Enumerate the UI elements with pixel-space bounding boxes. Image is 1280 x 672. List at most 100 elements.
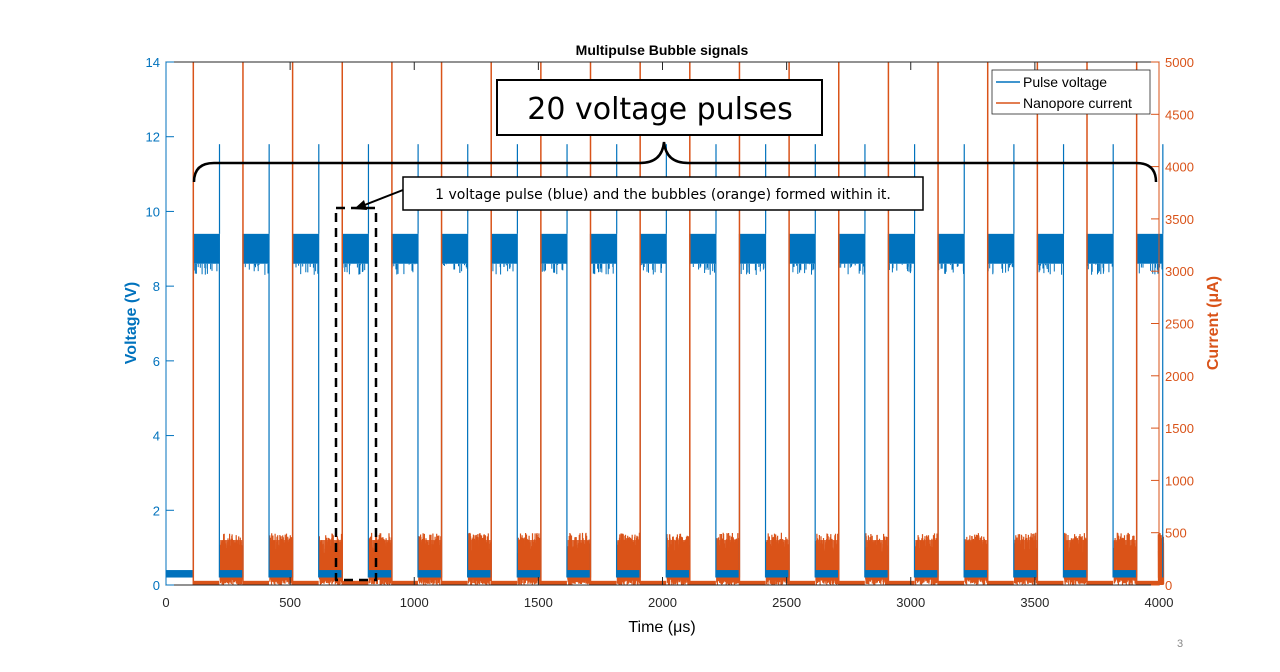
pulse-voltage-noise (1037, 263, 1063, 275)
current-noise-group (914, 533, 938, 586)
current-noise-group (815, 533, 839, 586)
y-right-tick-label: 3500 (1165, 212, 1194, 227)
pulse-voltage-low-band (318, 570, 343, 578)
x-tick-label: 3000 (896, 595, 925, 610)
nanopore-current-base (1087, 580, 1114, 585)
pulse-voltage-low-band (467, 570, 492, 578)
nanopore-current-band (269, 540, 292, 580)
highlight-dashed-box (334, 206, 378, 582)
nanopore-current-base (590, 580, 617, 585)
nanopore-current-band (915, 540, 938, 580)
nanopore-current-base (540, 580, 567, 585)
y-right-tick-label: 500 (1165, 526, 1187, 541)
page-number: 3 (1177, 638, 1183, 650)
nanopore-current-base (640, 580, 667, 585)
legend-box (991, 69, 1151, 115)
pulse-voltage-noise (692, 263, 715, 275)
pulse-voltage-noise (443, 263, 468, 273)
nanopore-current-base (342, 580, 369, 585)
x-tick-label: 0 (162, 595, 169, 610)
nanopore-current-band (1014, 540, 1037, 580)
y-left-tick-label: 12 (146, 130, 160, 145)
nanopore-current-base (391, 580, 418, 585)
nanopore-current-band (964, 540, 987, 580)
nanopore-current-band (567, 540, 590, 580)
nanopore-current-base (838, 580, 865, 585)
x-tick-label: 500 (279, 595, 301, 610)
current-noise-group (666, 533, 690, 586)
pulse-voltage-noise (987, 263, 1014, 275)
annotation-box-single-pulse (402, 176, 924, 211)
annotation-pulses-label: 20 voltage pulses (527, 92, 792, 127)
pulse-voltage-high-band (590, 233, 617, 264)
current-noise-group (368, 532, 392, 586)
pulse-voltage-low-band (715, 570, 740, 578)
x-tick-label: 1500 (524, 595, 553, 610)
pulse-voltage-high-band (540, 233, 567, 264)
y-left-tick-label: 10 (146, 204, 160, 219)
current-noise-group (269, 533, 293, 585)
y-right-tick-label: 1500 (1165, 421, 1194, 436)
pulse-voltage-noise (295, 263, 319, 275)
pulse-voltage-high-band (391, 233, 418, 264)
pulse-voltage-high-band (292, 233, 319, 264)
nanopore-current-band (1064, 540, 1087, 580)
chart-title: Multipulse Bubble signals (576, 42, 749, 58)
current-noise-group (865, 533, 889, 585)
nanopore-current-base (739, 580, 766, 585)
y-axis-left-label: Voltage (V) (123, 282, 140, 364)
pulse-voltage-high-band (491, 233, 518, 264)
nanopore-current-base (689, 580, 716, 585)
y-left-tick-label: 6 (153, 354, 160, 369)
pulse-voltage-high-band (441, 233, 468, 264)
y-right-tick-label: 4000 (1165, 160, 1194, 175)
legend-entry-nanopore-current: Nanopore current (1023, 95, 1132, 111)
pulse-voltage-low-band (368, 570, 392, 578)
nanopore-current-base (789, 580, 816, 585)
plot-area-frame (165, 61, 1160, 586)
pulse-voltage-low-band (1013, 570, 1038, 578)
nanopore-current-band (766, 540, 789, 580)
pulse-voltage-low-band (269, 570, 293, 578)
curly-brace-icon (192, 141, 1158, 183)
pulse-voltage-low-band (219, 570, 243, 578)
axes-layer: 0 500 1000 1500 2000 2500 3000 3500 4000 0 2 4 6 8 10 1… (146, 55, 1194, 610)
pulse-voltage-low-band (765, 570, 790, 578)
nanopore-current-band (1113, 540, 1136, 580)
nanopore-current-base (292, 580, 319, 585)
x-axis-label: Time (μs) (628, 619, 695, 636)
y-left-tick-label: 0 (153, 578, 160, 593)
nanopore-current-band (468, 540, 491, 580)
nanopore-current-base (1136, 580, 1163, 585)
nanopore-current-band (716, 540, 739, 580)
nanopore-current-band (518, 540, 541, 580)
y-axis-right-label: Current (μA) (1205, 276, 1222, 370)
pulse-voltage-low-band (666, 570, 690, 578)
nanopore-current-base (441, 580, 468, 585)
pulse-voltage-low-band (1063, 570, 1088, 578)
current-noise-group (517, 532, 541, 586)
pulse-voltage-noise (640, 263, 662, 275)
nanopore-current-band (617, 540, 640, 580)
pulse-voltage-noise (838, 263, 865, 275)
current-noise-group (1063, 532, 1087, 585)
pulse-voltage-low-band (417, 570, 442, 578)
current-noise-group (418, 533, 442, 585)
pulse-voltage-high-band (640, 233, 667, 264)
pulse-voltage-low-band (914, 570, 939, 578)
current-noise-group (616, 532, 641, 586)
data-layer (166, 62, 1165, 586)
nanopore-current-band (815, 540, 839, 580)
y-left-tick-label: 8 (153, 279, 160, 294)
legend: Pulse voltage Nanopore current (991, 69, 1151, 115)
pulse-voltage-noise (938, 263, 964, 274)
pulse-voltage-noise (193, 263, 218, 275)
pulse-voltage-noise (1138, 263, 1163, 275)
pulse-voltage-high-band (342, 233, 369, 264)
pulse-voltage-high-band (739, 233, 766, 264)
y-right-tick-label: 5000 (1165, 55, 1194, 70)
current-noise-group (964, 533, 988, 585)
current-noise-group (1013, 532, 1038, 585)
pulse-voltage-noise (1087, 263, 1113, 275)
